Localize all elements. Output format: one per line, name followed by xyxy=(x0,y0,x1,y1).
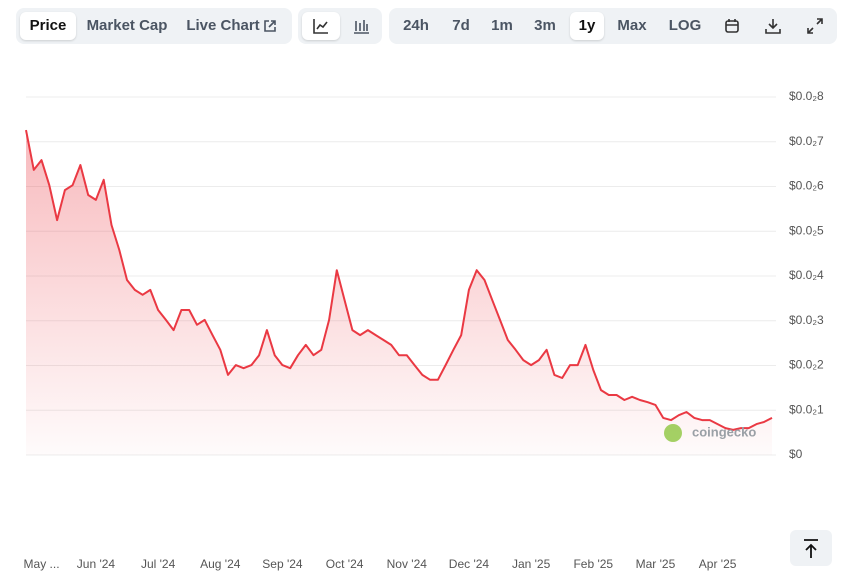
y-tick-label: $0.0₂8 xyxy=(789,89,824,103)
x-tick-label: May ... xyxy=(24,557,60,571)
calendar-icon[interactable] xyxy=(725,19,739,33)
y-tick-label: $0.0₂2 xyxy=(789,358,824,372)
range-group: 24h 7d 1m 3m 1y Max LOG xyxy=(389,8,837,44)
tab[interactable]: Market Cap xyxy=(86,17,168,34)
x-tick-label: Feb '25 xyxy=(573,557,613,571)
y-tick-label: $0.0₂7 xyxy=(789,134,824,148)
fullscreen-icon[interactable] xyxy=(807,18,823,34)
watermark-text: coingecko xyxy=(692,424,756,439)
y-tick-label: $0 xyxy=(789,447,803,461)
range-button[interactable]: 7d xyxy=(452,17,470,34)
watermark: coingecko xyxy=(664,424,756,442)
area-fill xyxy=(26,130,772,455)
range-button[interactable]: Max xyxy=(617,17,647,34)
x-tick-label: Jan '25 xyxy=(512,557,551,571)
scroll-top-icon xyxy=(804,539,818,558)
y-tick-label: $0.0₂4 xyxy=(789,268,824,282)
range-button[interactable]: 3m xyxy=(534,17,556,34)
x-tick-label: Sep '24 xyxy=(262,557,303,571)
tab-group: Price Market Cap Live Chart xyxy=(16,8,292,44)
x-tick-label: Aug '24 xyxy=(200,557,241,571)
tab[interactable]: Price xyxy=(20,12,76,40)
x-tick-label: Oct '24 xyxy=(326,557,364,571)
range-button[interactable]: 1y xyxy=(570,12,604,40)
y-tick-label: $0.0₂1 xyxy=(789,402,824,416)
tab[interactable]: Live Chart xyxy=(186,17,260,34)
line-chart-button[interactable] xyxy=(302,12,340,40)
x-tick-label: Dec '24 xyxy=(449,557,490,571)
y-tick-label: $0.0₂6 xyxy=(789,179,824,193)
y-tick-label: $0.0₂3 xyxy=(789,313,824,327)
x-tick-label: Jun '24 xyxy=(77,557,116,571)
external-icon xyxy=(264,20,276,32)
download-icon[interactable] xyxy=(765,18,781,34)
candle-chart-button[interactable] xyxy=(342,12,380,40)
x-tick-label: Jul '24 xyxy=(141,557,176,571)
x-tick-label: Nov '24 xyxy=(387,557,428,571)
range-button[interactable]: LOG xyxy=(668,17,702,34)
range-button[interactable]: 1m xyxy=(491,17,513,34)
y-tick-label: $0.0₂5 xyxy=(789,223,824,237)
x-tick-label: Mar '25 xyxy=(636,557,676,571)
chart-type-group xyxy=(298,8,382,44)
price-line xyxy=(25,129,773,431)
x-tick-label: Apr '25 xyxy=(699,557,737,571)
range-button[interactable]: 24h xyxy=(403,17,429,34)
